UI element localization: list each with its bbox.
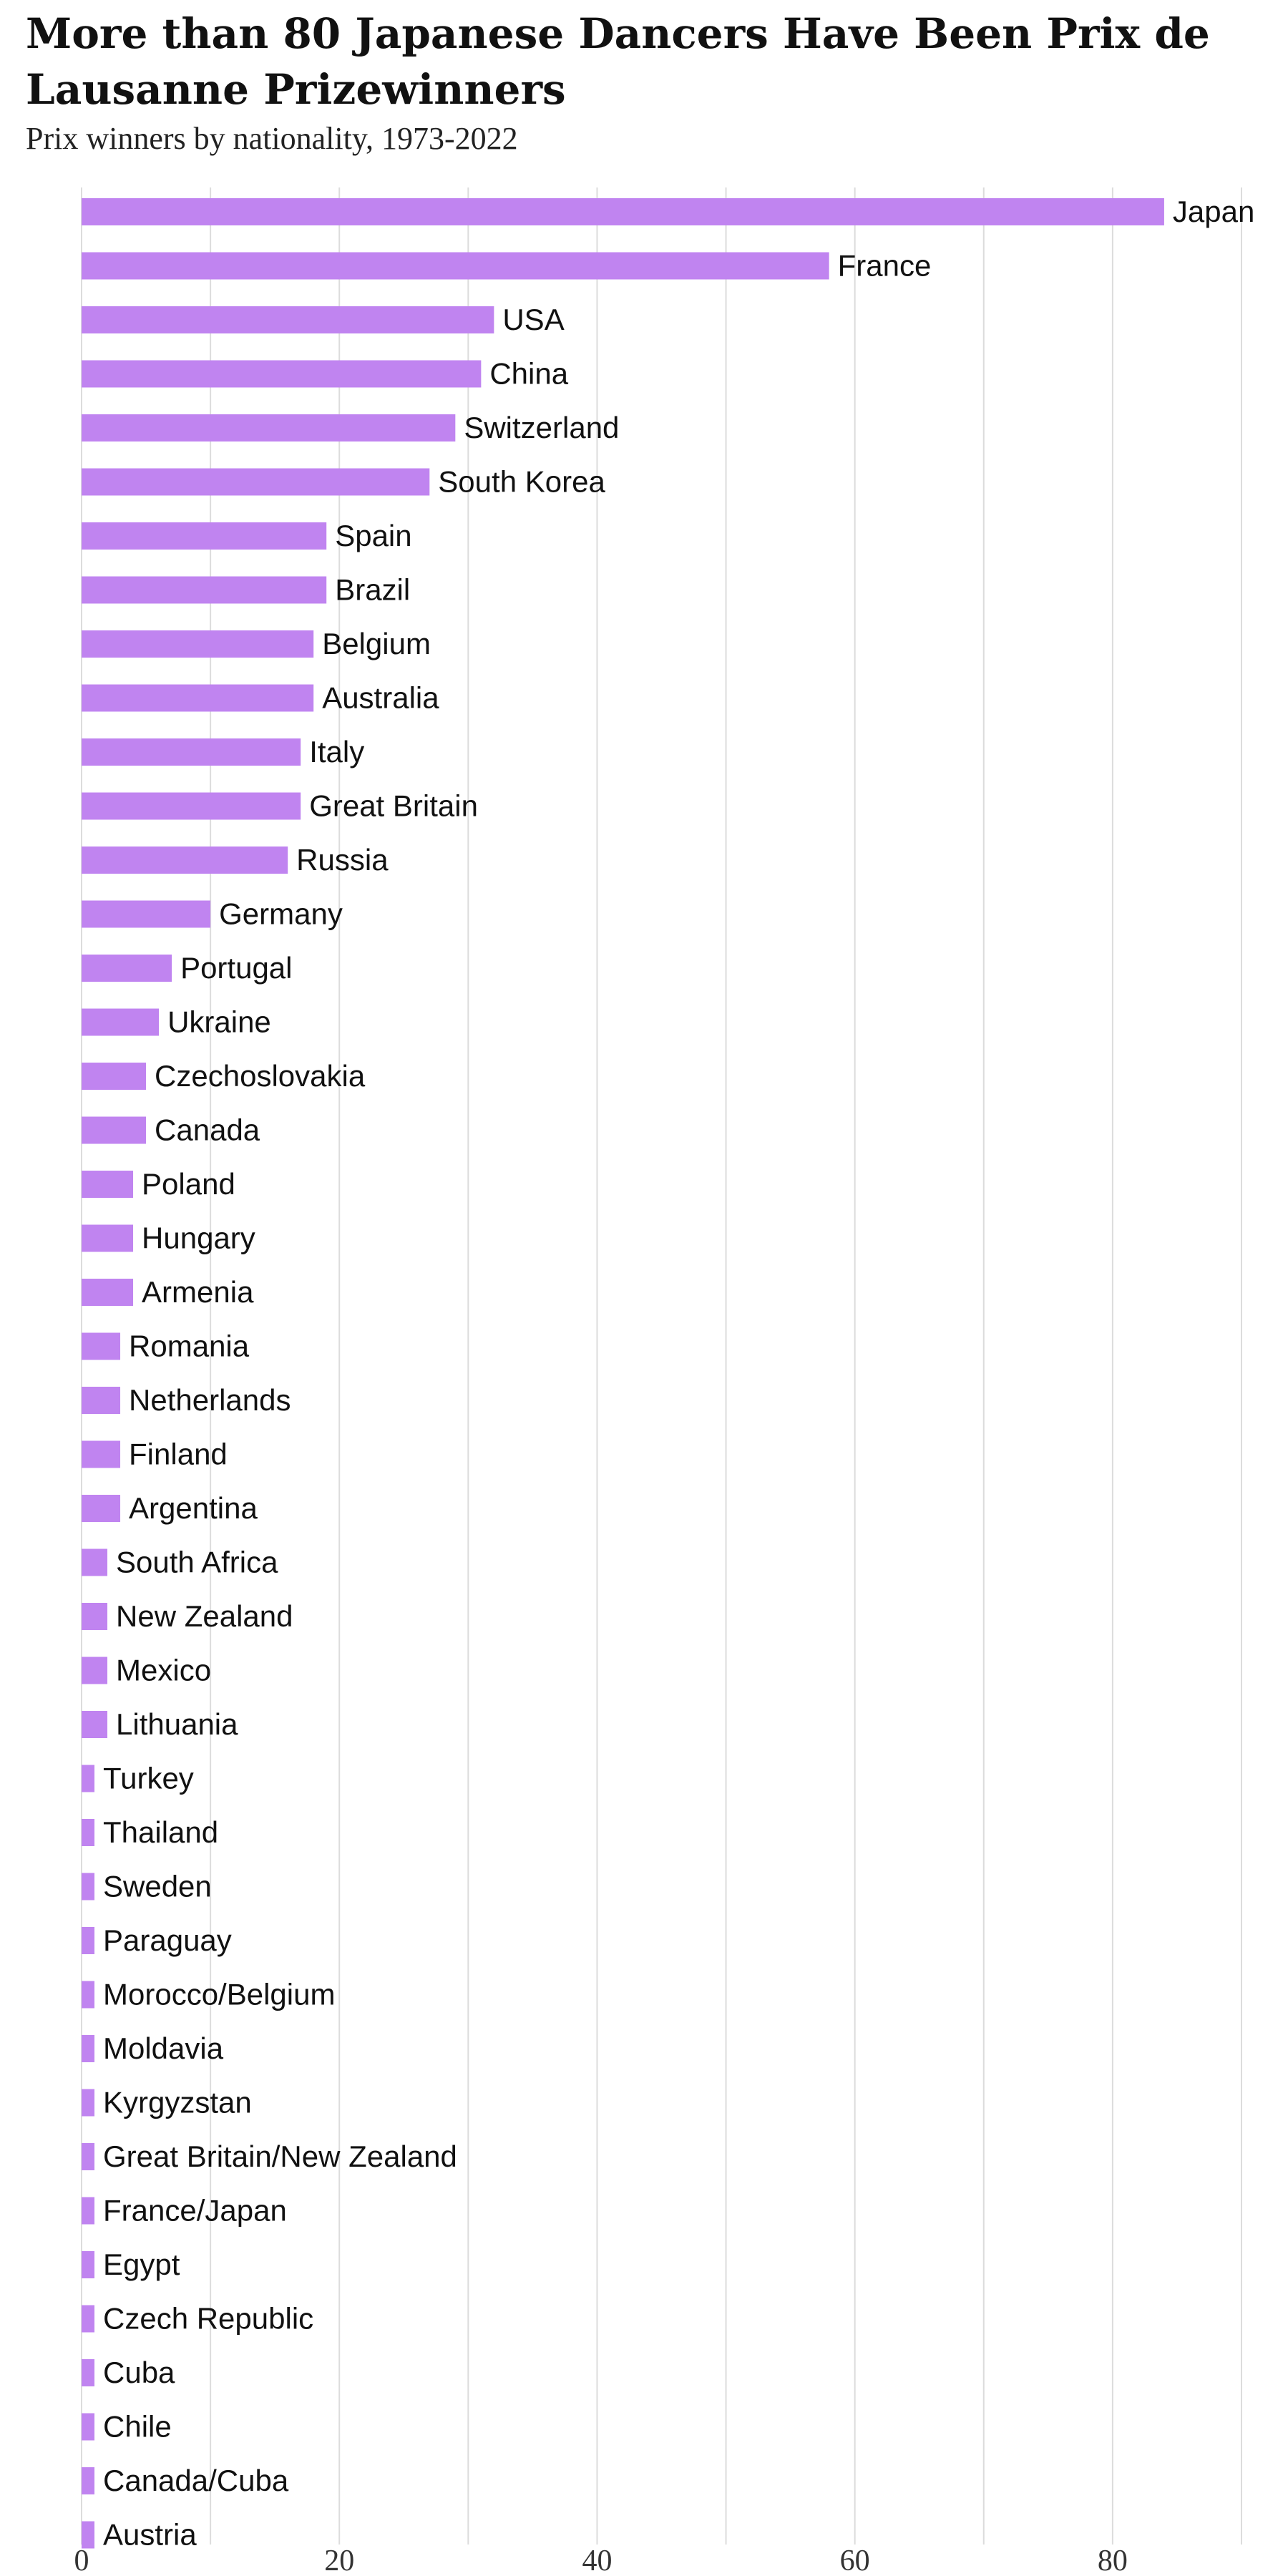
bar — [82, 1116, 147, 1144]
category-label: Ukraine — [167, 1005, 271, 1039]
category-label: Romania — [129, 1330, 250, 1363]
bar — [82, 1927, 95, 1954]
category-label: Switzerland — [464, 411, 619, 444]
bar — [82, 1224, 134, 1252]
category-label: Germany — [219, 897, 343, 931]
bar — [82, 2197, 95, 2225]
x-tick-label: 40 — [582, 2545, 612, 2576]
category-label: Cuba — [103, 2356, 175, 2389]
bar — [82, 1873, 95, 1901]
x-axis-ticks: 0 20 40 60 80 — [74, 2545, 1128, 2576]
category-label: Moldavia — [103, 2031, 224, 2065]
bar — [82, 2089, 95, 2117]
bar — [82, 1657, 108, 1684]
bar — [82, 1332, 121, 1360]
x-tick-label: 60 — [840, 2545, 870, 2576]
category-label: Australia — [322, 681, 439, 715]
category-label: Egypt — [103, 2248, 180, 2281]
bar — [82, 1171, 134, 1198]
x-tick-label: 20 — [324, 2545, 354, 2576]
category-label: USA — [502, 303, 564, 336]
category-label: Turkey — [103, 1762, 194, 1795]
category-label: Belgium — [322, 627, 431, 660]
bar — [82, 1063, 147, 1090]
x-tick-label: 80 — [1098, 2545, 1128, 2576]
bar — [82, 1819, 95, 1846]
bar — [82, 630, 314, 658]
category-label: Austria — [103, 2518, 197, 2552]
bar — [82, 252, 829, 280]
category-label: France — [838, 249, 932, 283]
chart-subtitle: Prix winners by nationality, 1973-2022 — [26, 121, 518, 156]
bar — [82, 306, 494, 333]
bar — [82, 522, 327, 550]
bar — [82, 2413, 95, 2441]
category-label: Finland — [129, 1438, 228, 1471]
category-label: Canada/Cuba — [103, 2464, 289, 2497]
bar — [82, 738, 301, 766]
category-label: South Korea — [438, 465, 605, 499]
bar — [82, 2251, 95, 2278]
bar — [82, 1603, 108, 1630]
bar — [82, 792, 301, 820]
bar — [82, 1765, 95, 1792]
bar — [82, 1387, 121, 1414]
category-label: Portugal — [180, 951, 292, 985]
bar — [82, 198, 1164, 225]
bar — [82, 2143, 95, 2170]
category-label: Paraguay — [103, 1923, 232, 1957]
category-label: Brazil — [335, 573, 410, 607]
category-label: Kyrgyzstan — [103, 2086, 252, 2119]
category-label: France/Japan — [103, 2194, 287, 2228]
category-label: Chile — [103, 2410, 172, 2444]
bar — [82, 1008, 160, 1036]
category-label: Lithuania — [116, 1707, 238, 1741]
bar — [82, 900, 211, 928]
category-label: Armenia — [142, 1275, 254, 1309]
category-label: Sweden — [103, 1870, 212, 1903]
category-label: Morocco/Belgium — [103, 1978, 335, 2011]
category-label: Netherlands — [129, 1383, 291, 1417]
category-label: Mexico — [116, 1654, 211, 1687]
bar — [82, 1981, 95, 2009]
category-label: Russia — [296, 843, 389, 877]
bar — [82, 684, 314, 712]
category-label: Spain — [335, 519, 411, 552]
bars — [82, 198, 1164, 2549]
category-label: New Zealand — [116, 1599, 293, 1633]
bar — [82, 360, 482, 388]
chart-title: More than 80 Japanese Dancers Have Been … — [26, 9, 1210, 114]
category-label: Japan — [1173, 195, 1254, 228]
bar — [82, 1548, 108, 1576]
category-label: Canada — [155, 1113, 260, 1147]
category-label: Poland — [142, 1167, 235, 1201]
category-label: China — [489, 357, 568, 391]
x-tick-label: 0 — [74, 2545, 89, 2576]
bar — [82, 847, 288, 874]
bar — [82, 1440, 121, 1468]
category-label: Great Britain/New Zealand — [103, 2140, 457, 2173]
category-label: South Africa — [116, 1546, 278, 1579]
category-label: Czechoslovakia — [155, 1059, 366, 1093]
bar — [82, 468, 430, 496]
category-label: Hungary — [142, 1221, 255, 1255]
bar — [82, 1279, 134, 1306]
category-label: Czech Republic — [103, 2302, 313, 2336]
bar — [82, 414, 456, 441]
category-label: Great Britain — [309, 789, 478, 823]
category-label: Italy — [309, 735, 364, 769]
category-label: Thailand — [103, 1815, 218, 1849]
bar — [82, 2035, 95, 2062]
bar — [82, 2521, 95, 2549]
bar — [82, 2305, 95, 2333]
bar — [82, 955, 172, 982]
category-label: Argentina — [129, 1491, 258, 1525]
bar-labels: Japan France USA China Switzerland South Kore… — [103, 195, 1254, 2552]
bar — [82, 2467, 95, 2494]
bar — [82, 1711, 108, 1738]
bar — [82, 1495, 121, 1522]
bar — [82, 2359, 95, 2386]
bar — [82, 576, 327, 604]
